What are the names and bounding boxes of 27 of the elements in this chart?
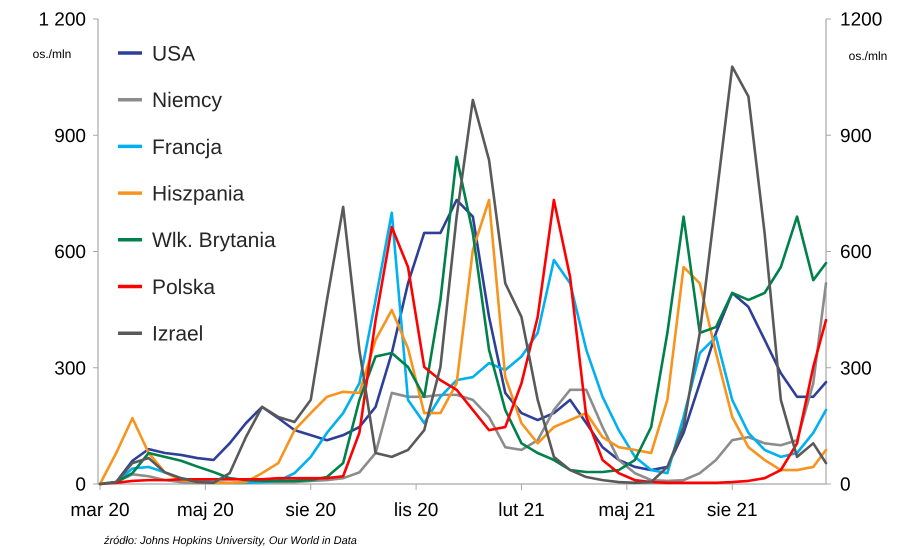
x-tick-label: lis 20 [394, 500, 438, 521]
legend-label: Hiszpania [152, 182, 245, 206]
y2-tick-label: 900 [840, 126, 872, 147]
x-tick-label: lut 21 [498, 500, 545, 521]
y-tick-label: 600 [54, 242, 86, 264]
legend-label: Izrael [152, 322, 204, 346]
legend-label: Francja [152, 136, 222, 159]
x-tick-label: mar 20 [70, 500, 130, 521]
legend-label: Wlk. Brytania [152, 229, 276, 252]
legend-label: Niemcy [152, 89, 223, 112]
y-tick-label: 1 200 [38, 10, 86, 31]
y-tick-label: 900 [54, 126, 86, 147]
y-tick-label: 300 [54, 358, 86, 380]
x-tick-label: sie 20 [285, 500, 336, 521]
y2-tick-label: 1200 [840, 10, 882, 31]
y-axis-title: os./mln [32, 47, 72, 61]
y2-tick-label: 0 [840, 474, 851, 496]
x-tick-label: maj 20 [176, 500, 234, 521]
legend-label: USA [152, 42, 196, 66]
text: źródło: Johns Hopkins University, Our World in Data [103, 535, 357, 547]
x-tick-label: maj 21 [598, 500, 656, 521]
y2-axis-title: os./mln [848, 49, 888, 63]
y2-tick-label: 300 [840, 358, 872, 380]
x-tick-label: sie 21 [706, 500, 758, 521]
y-tick-label: 0 [75, 474, 86, 496]
y2-tick-label: 600 [840, 242, 872, 264]
legend-label: Polska [152, 276, 216, 299]
